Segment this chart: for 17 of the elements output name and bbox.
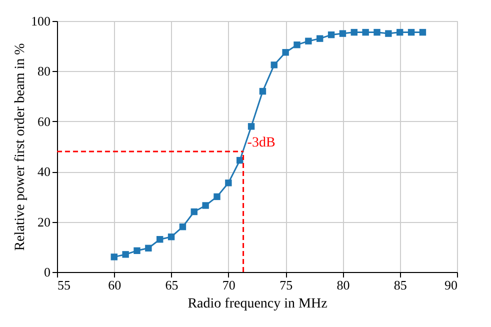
x-tick-label: 65 — [165, 278, 178, 292]
y-tick-label: 0 — [44, 264, 50, 280]
y-axis-title: Relative power first order beam in % — [13, 42, 28, 251]
y-tick-label: 60 — [38, 114, 50, 129]
y-tick-label: 20 — [38, 214, 50, 230]
x-axis-title: Radio frequency in MHz — [188, 296, 328, 312]
x-tick-label: 80 — [336, 278, 350, 292]
x-tick-label: 60 — [108, 278, 122, 292]
x-tick-label: 70 — [222, 278, 236, 292]
x-tick-label: 55 — [58, 278, 70, 292]
ref-line-label: -3dB — [247, 136, 276, 151]
y-tick-label: 100 — [31, 14, 50, 28]
x-tick-label: 85 — [394, 278, 407, 292]
y-tick-label: 40 — [38, 164, 50, 180]
y-tick-label: 80 — [38, 64, 50, 79]
x-tick-label: 75 — [280, 278, 293, 292]
x-tick-label: 90 — [444, 278, 458, 292]
